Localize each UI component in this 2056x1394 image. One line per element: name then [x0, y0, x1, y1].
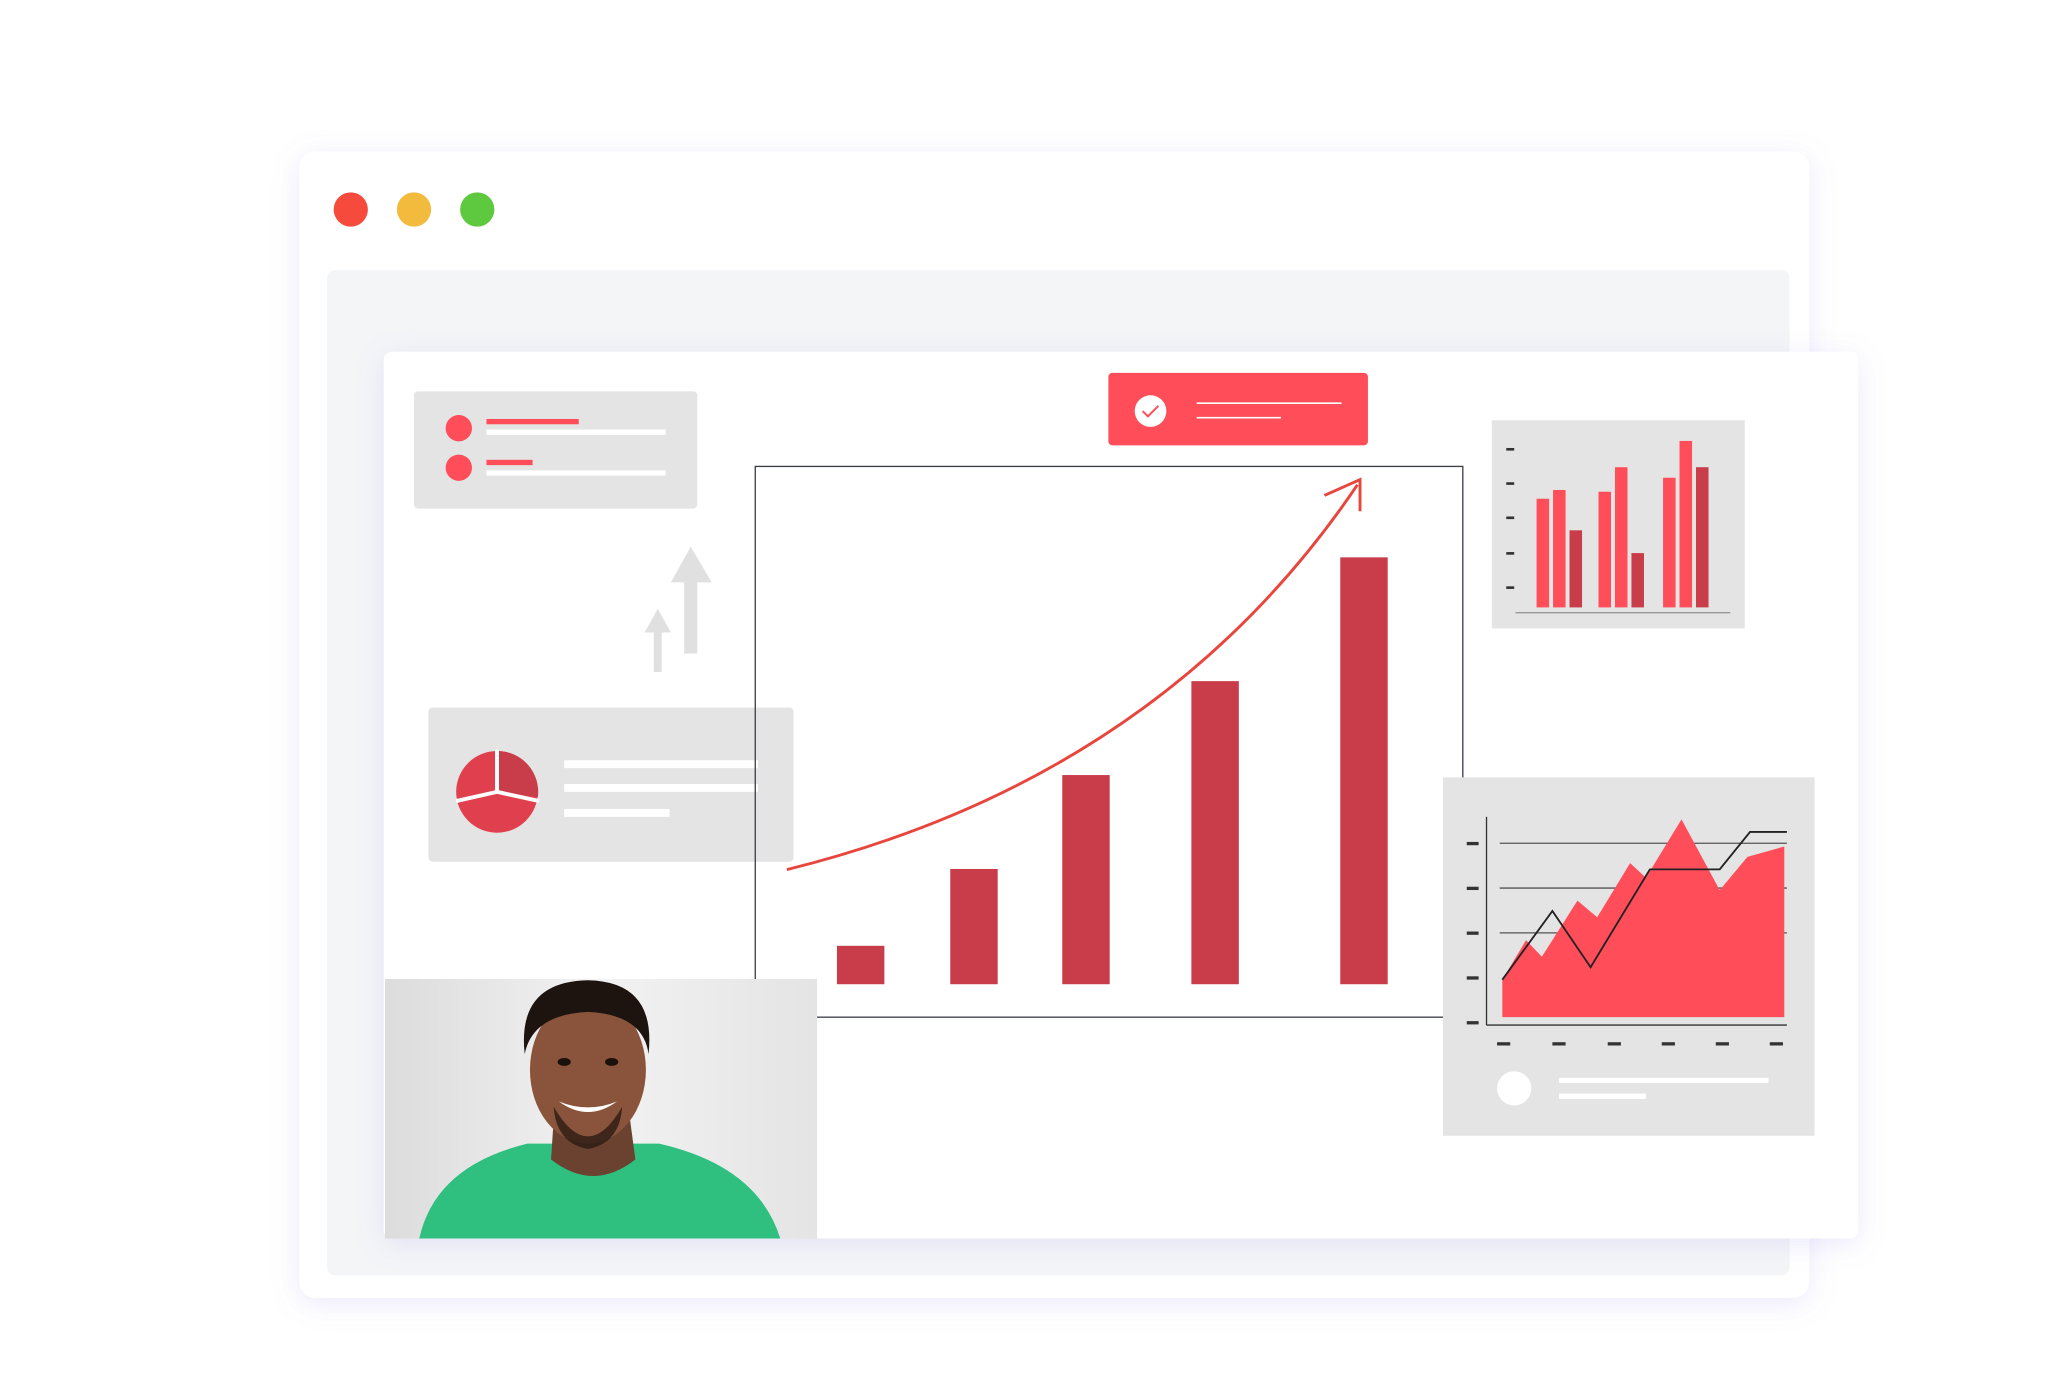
y-tick: [1466, 1021, 1479, 1025]
bar: [1614, 467, 1628, 608]
bar: [1536, 498, 1550, 608]
trend-arrowhead: [1323, 477, 1362, 512]
minimize-button[interactable]: [396, 192, 432, 227]
y-tick: [1506, 447, 1515, 451]
trend-arrow: [786, 484, 1359, 872]
check-circle-icon: [1134, 395, 1167, 427]
bar: [836, 945, 885, 985]
x-tick: [1552, 1042, 1566, 1046]
y-tick: [1466, 976, 1479, 980]
maximize-button[interactable]: [460, 192, 495, 227]
pie-card: [428, 707, 794, 862]
y-tick: [1466, 841, 1479, 846]
x-tick: [1715, 1042, 1729, 1046]
list-bullet: [445, 454, 472, 481]
y-tick: [1506, 586, 1515, 589]
bar: [1696, 467, 1709, 608]
y-tick: [1506, 516, 1515, 520]
bar: [1191, 681, 1239, 985]
close-button[interactable]: [333, 192, 368, 227]
bar: [1598, 491, 1612, 608]
x-tick: [1661, 1042, 1675, 1046]
y-tick: [1506, 552, 1515, 555]
profile-photo: [385, 978, 818, 1239]
list-card: [414, 391, 698, 509]
x-tick: [1497, 1042, 1511, 1046]
y-tick: [1466, 886, 1479, 891]
status-badge: [1108, 372, 1368, 446]
arrow-up-icon: [644, 546, 712, 672]
bar: [950, 868, 998, 985]
main-bar-chart: [754, 465, 1464, 1018]
legend-dot: [1497, 1071, 1532, 1106]
x-tick: [1607, 1042, 1621, 1046]
bar: [1062, 775, 1110, 985]
y-tick: [1466, 931, 1479, 935]
bar: [1569, 530, 1583, 608]
y-tick: [1506, 482, 1515, 485]
bar: [1679, 440, 1693, 608]
bar: [1631, 553, 1644, 608]
bar: [1553, 489, 1566, 608]
x-tick: [1769, 1042, 1783, 1046]
mini-bar-chart: [1491, 420, 1745, 629]
list-bullet: [445, 415, 472, 442]
bar: [1340, 557, 1388, 985]
bar: [1663, 477, 1676, 608]
area-chart: [1443, 777, 1815, 1136]
pie-chart-icon: [455, 749, 540, 833]
